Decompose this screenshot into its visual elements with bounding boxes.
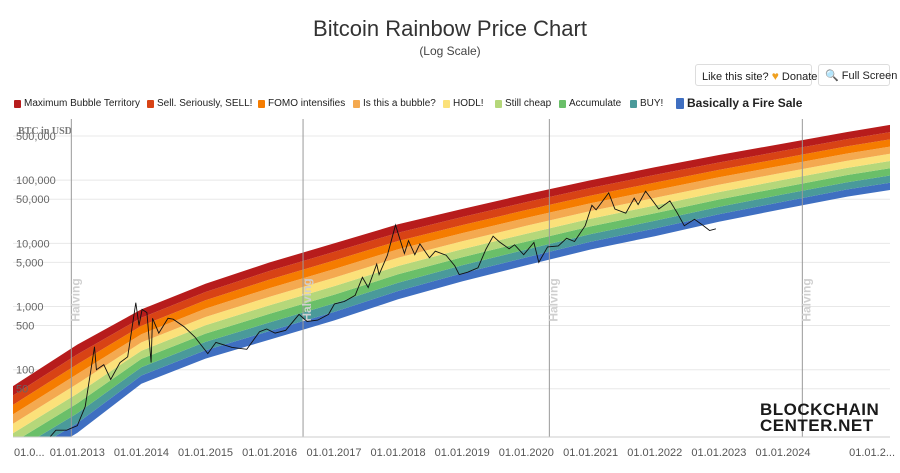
x-tick-label: 01.01.2021: [563, 447, 618, 459]
halving-label: Halving: [546, 278, 560, 321]
legend-item[interactable]: HODL!: [443, 98, 484, 109]
legend-swatch: [14, 99, 21, 108]
heart-icon: ♥: [771, 69, 779, 83]
x-tick-label: 01.01.2014: [114, 447, 169, 459]
x-tick-label: 01.01.2017: [306, 447, 361, 459]
legend-label: HODL!: [453, 98, 484, 109]
x-tick-label: 01.0...: [14, 447, 45, 459]
x-tick-label: 01.01.2018: [371, 447, 426, 459]
donate-prompt: Like this site?: [702, 71, 769, 83]
x-tick-label: 01.01.2024: [755, 447, 810, 459]
x-tick-label: 01.01.2023: [691, 447, 746, 459]
y-tick-label: 10,000: [16, 238, 50, 250]
legend-item[interactable]: Accumulate: [559, 98, 621, 109]
price-line: [49, 190, 717, 437]
logo-line-2: CENTER.NET: [760, 416, 874, 435]
legend-label: Still cheap: [505, 98, 552, 109]
y-tick-label: 100,000: [16, 175, 56, 187]
legend-swatch: [443, 99, 450, 108]
chart-title: Bitcoin Rainbow Price Chart: [313, 16, 587, 41]
legend-label: Basically a Fire Sale: [687, 96, 803, 110]
logo-line-1: BLOCKCHAIN: [760, 400, 880, 419]
x-tick-label: 01.01.2020: [499, 447, 554, 459]
legend-swatch: [559, 99, 566, 108]
chart-legend: Maximum Bubble Territory Sell. Seriously…: [14, 96, 894, 116]
legend-swatch: [676, 97, 684, 109]
x-tick-label: 01.01.2015: [178, 447, 233, 459]
legend-label: Maximum Bubble Territory: [24, 98, 140, 109]
x-tick-label: 01.01.2019: [435, 447, 490, 459]
legend-label: FOMO intensifies: [268, 98, 346, 109]
donate-link: Donate: [781, 71, 818, 83]
x-tick-label: 01.01.2013: [50, 447, 105, 459]
fullscreen-label: Full Screen: [841, 70, 898, 82]
legend-item[interactable]: Basically a Fire Sale: [676, 96, 802, 110]
y-axis-label: BTC in USD: [18, 126, 72, 137]
legend-swatch: [630, 99, 637, 108]
legend-label: BUY!: [640, 98, 664, 109]
legend-item[interactable]: Is this a bubble?: [353, 98, 436, 109]
donate-button[interactable]: Like this site? ♥ Donate: [695, 64, 817, 86]
magnifier-icon: 🔍: [825, 70, 839, 82]
legend-swatch: [495, 99, 502, 108]
legend-swatch: [147, 99, 154, 108]
legend-label: Sell. Seriously, SELL!: [157, 98, 253, 109]
legend-item[interactable]: FOMO intensifies: [258, 98, 345, 109]
y-tick-label: 50: [16, 384, 28, 396]
chart-subtitle: (Log Scale): [419, 44, 481, 58]
x-tick-label: 01.01.2...: [849, 447, 895, 459]
legend-item[interactable]: Still cheap: [495, 98, 551, 109]
legend-label: Accumulate: [569, 98, 622, 109]
y-tick-label: 5,000: [16, 257, 44, 269]
legend-swatch: [258, 99, 265, 108]
x-tick-label: 01.01.2022: [627, 447, 682, 459]
legend-item[interactable]: BUY!: [630, 98, 663, 109]
halving-label: Halving: [799, 278, 813, 321]
y-tick-label: 500,000: [16, 131, 56, 143]
legend-item[interactable]: Maximum Bubble Territory: [14, 98, 140, 109]
halving-label: Halving: [300, 278, 314, 321]
y-tick-label: 500: [16, 321, 34, 333]
blockchaincenter-logo: BLOCKCHAIN CENTER.NET: [760, 400, 880, 435]
halving-label: Halving: [68, 278, 82, 321]
y-tick-label: 100: [16, 365, 34, 377]
legend-swatch: [353, 99, 360, 108]
fullscreen-button[interactable]: 🔍 Full Screen: [818, 64, 897, 86]
legend-item[interactable]: Sell. Seriously, SELL!: [147, 98, 252, 109]
y-tick-label: 50,000: [16, 194, 50, 206]
y-tick-label: 1,000: [16, 302, 44, 314]
legend-label: Is this a bubble?: [363, 98, 436, 109]
x-tick-label: 01.01.2016: [242, 447, 297, 459]
